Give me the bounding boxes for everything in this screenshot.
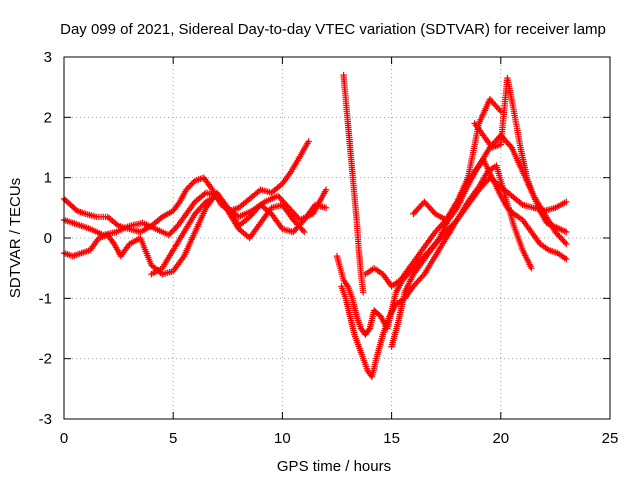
data-point — [165, 231, 172, 239]
data-point — [528, 264, 535, 272]
grid-lines — [64, 57, 610, 419]
data-point — [200, 201, 207, 208]
series-track-7 — [340, 71, 367, 296]
data-point — [554, 231, 562, 239]
data-point — [305, 138, 312, 145]
y-tick-label: 1 — [44, 170, 52, 187]
data-point — [343, 281, 350, 288]
data-point — [290, 228, 297, 236]
data-point — [186, 183, 193, 190]
data-point — [418, 201, 425, 208]
data-point — [507, 142, 514, 150]
data-point — [191, 210, 199, 218]
y-tick-label: 2 — [44, 109, 52, 126]
x-tick-label: 15 — [383, 430, 400, 447]
data-point — [419, 272, 427, 279]
data-point — [289, 209, 297, 216]
data-point — [414, 206, 421, 213]
plot-frame — [63, 56, 611, 420]
data-point — [168, 228, 175, 236]
series-track-6 — [338, 162, 535, 380]
y-tick-label: -1 — [39, 290, 52, 307]
y-tick-label: -2 — [39, 351, 52, 368]
y-axis-label: SDTVAR / TECUs — [7, 178, 24, 298]
data-point — [187, 182, 194, 189]
y-tick-labels: -3 -2 -1 0 1 2 3 — [39, 49, 52, 428]
data-point — [563, 255, 570, 263]
data-point — [170, 227, 177, 234]
data-point — [171, 225, 178, 233]
data-point — [293, 213, 301, 221]
data-point — [422, 200, 429, 207]
data-point — [274, 192, 282, 199]
data-point — [410, 210, 417, 218]
data-point — [517, 200, 525, 207]
data-point — [299, 227, 307, 234]
series-track-10 — [410, 96, 504, 224]
data-point — [183, 186, 190, 193]
data-point — [290, 216, 297, 224]
data-point — [365, 326, 372, 334]
data-point — [418, 274, 425, 281]
x-tick-label: 25 — [602, 430, 619, 447]
data-point — [167, 230, 174, 237]
data-point — [497, 108, 504, 115]
data-point — [195, 206, 203, 213]
data-point — [410, 283, 417, 290]
data-point — [244, 215, 252, 222]
x-tick-label: 0 — [60, 430, 68, 447]
data-point — [246, 213, 253, 221]
data-point — [322, 204, 330, 212]
data-marks — [60, 71, 570, 380]
data-point — [563, 240, 570, 248]
data-point — [563, 198, 570, 205]
data-point — [296, 224, 304, 231]
data-point — [254, 204, 261, 211]
y-tick-label: 0 — [44, 230, 52, 247]
chart-title: Day 099 of 2021, Sidereal Day-to-day VTE… — [60, 21, 606, 38]
x-tick-label: 10 — [274, 430, 291, 447]
data-point — [188, 180, 196, 187]
data-point — [426, 204, 433, 211]
data-point — [414, 278, 421, 285]
x-tick-label: 5 — [169, 430, 177, 447]
data-point — [301, 228, 308, 236]
x-tick-labels: 0 5 10 15 20 25 — [60, 430, 619, 447]
data-point — [360, 289, 367, 296]
y-tick-label: -3 — [39, 411, 52, 428]
data-point — [563, 228, 570, 236]
x-axis-label: GPS time / hours — [277, 458, 391, 475]
data-point — [492, 102, 499, 109]
series-track-11 — [471, 74, 570, 236]
data-point — [504, 139, 511, 147]
series-track-1 — [60, 138, 312, 236]
y-tick-label: 3 — [44, 49, 52, 66]
data-point — [109, 239, 117, 246]
data-point — [559, 236, 566, 243]
data-point — [322, 186, 330, 193]
series-track-4 — [148, 192, 308, 278]
x-tick-label: 20 — [492, 430, 509, 447]
data-point — [184, 185, 191, 192]
